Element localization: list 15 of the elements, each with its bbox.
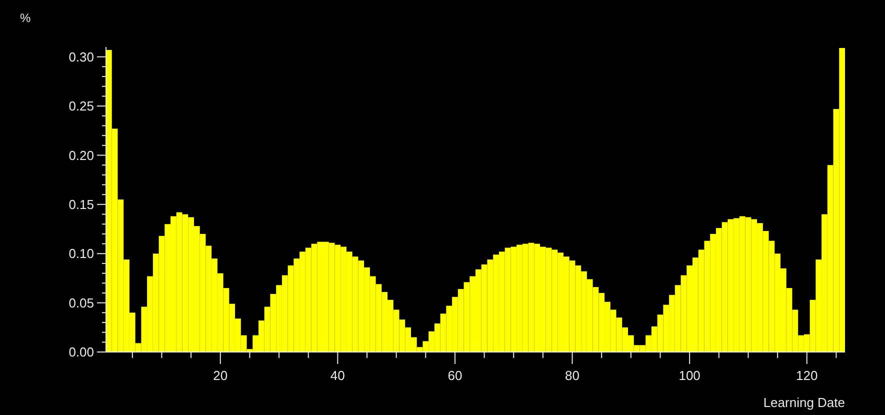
x-tick-label: 80 [565, 368, 580, 383]
y-tick-label: 0.10 [68, 246, 94, 262]
x-tick-label: 20 [213, 368, 228, 383]
y-tick-label: 0.15 [68, 196, 94, 212]
y-axis-title: % [20, 11, 31, 25]
y-tick-label: 0.30 [68, 49, 94, 64]
x-tick-label: 40 [330, 368, 345, 383]
x-tick-label: 100 [678, 368, 700, 383]
x-tick-label: 120 [796, 368, 818, 383]
y-tick-label: 0.05 [68, 295, 94, 310]
y-tick-label: 0.00 [68, 344, 94, 360]
y-tick-label: 0.20 [68, 148, 94, 163]
x-axis-title: Learning Date [763, 395, 845, 410]
y-tick-label: 0.25 [68, 98, 94, 114]
x-tick-label: 60 [448, 368, 462, 383]
